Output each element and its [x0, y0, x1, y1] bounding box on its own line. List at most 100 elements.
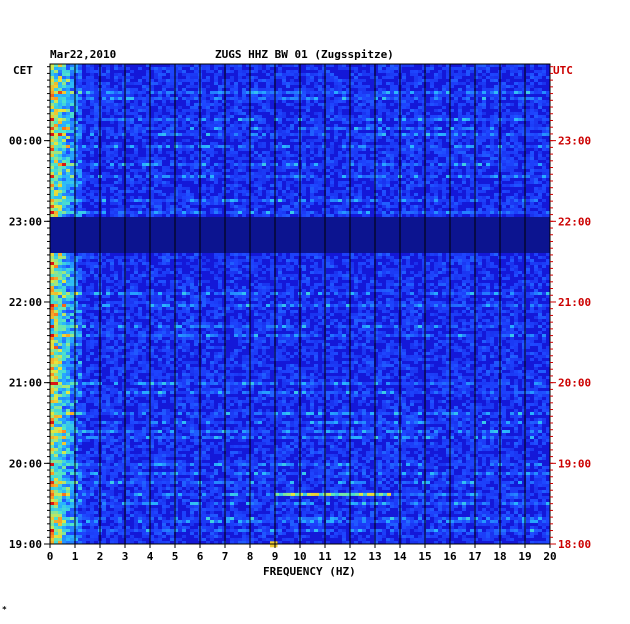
spectrogram-cell — [202, 79, 206, 82]
spectrogram-cell — [122, 94, 126, 97]
spectrogram-cell — [74, 136, 78, 139]
spectrogram-cell — [106, 286, 110, 289]
spectrogram-cell — [434, 214, 438, 217]
spectrogram-cell — [542, 277, 546, 280]
spectrogram-cell — [126, 79, 130, 82]
spectrogram-cell — [466, 253, 470, 256]
spectrogram-cell — [394, 271, 398, 274]
spectrogram-cell — [538, 286, 542, 289]
spectrogram-cell — [366, 283, 370, 286]
spectrogram-cell — [366, 202, 370, 205]
spectrogram-cell — [530, 91, 534, 94]
spectrogram-cell — [138, 136, 142, 139]
spectrogram-cell — [154, 157, 158, 160]
spectrogram-cell — [466, 127, 470, 130]
spectrogram-cell — [314, 85, 318, 88]
spectrogram-cell — [270, 112, 274, 115]
spectrogram-cell — [102, 175, 106, 178]
spectrogram-cell — [54, 124, 58, 127]
spectrogram-cell — [170, 121, 174, 124]
spectrogram-cell — [530, 280, 534, 283]
spectrogram-cell — [326, 160, 330, 163]
spectrogram-cell — [234, 91, 238, 94]
spectrogram-cell — [462, 91, 466, 94]
spectrogram-cell — [210, 202, 214, 205]
spectrogram-cell — [194, 64, 198, 67]
spectrogram-cell — [518, 181, 522, 184]
spectrogram-cell — [450, 109, 454, 112]
spectrogram-cell — [438, 151, 442, 154]
spectrogram-cell — [86, 274, 90, 277]
spectrogram-cell — [158, 97, 162, 100]
spectrogram-cell — [538, 106, 542, 109]
spectrogram-cell — [314, 211, 318, 214]
spectrogram-cell — [538, 100, 542, 103]
spectrogram-cell — [402, 268, 406, 271]
spectrogram-cell — [478, 259, 482, 262]
spectrogram-cell — [462, 256, 466, 259]
spectrogram-cell — [458, 214, 462, 217]
spectrogram-cell — [70, 253, 74, 256]
spectrogram-cell — [66, 169, 70, 172]
spectrogram-cell — [58, 211, 62, 214]
spectrogram-cell — [134, 172, 138, 175]
spectrogram-cell — [150, 211, 154, 214]
spectrogram-cell — [146, 280, 150, 283]
spectrogram-cell — [466, 163, 470, 166]
spectrogram-cell — [446, 130, 450, 133]
spectrogram-cell — [286, 286, 290, 289]
spectrogram-cell — [278, 73, 282, 76]
spectrogram-cell — [502, 283, 506, 286]
spectrogram-cell — [130, 211, 134, 214]
spectrogram-cell — [386, 154, 390, 157]
spectrogram-cell — [406, 187, 410, 190]
spectrogram-cell — [182, 253, 186, 256]
spectrogram-cell — [442, 283, 446, 286]
spectrogram-cell — [402, 91, 406, 94]
spectrogram-cell — [58, 268, 62, 271]
spectrogram-cell — [106, 259, 110, 262]
spectrogram-cell — [182, 196, 186, 199]
spectrogram-cell — [66, 133, 70, 136]
spectrogram-cell — [262, 127, 266, 130]
spectrogram-cell — [542, 175, 546, 178]
spectrogram-cell — [358, 184, 362, 187]
spectrogram-cell — [482, 268, 486, 271]
spectrogram-cell — [110, 190, 114, 193]
spectrogram-cell — [254, 82, 258, 85]
spectrogram-cell — [154, 181, 158, 184]
spectrogram-cell — [246, 163, 250, 166]
spectrogram-cell — [254, 139, 258, 142]
spectrogram-cell — [530, 202, 534, 205]
spectrogram-cell — [174, 112, 178, 115]
spectrogram-cell — [370, 163, 374, 166]
spectrogram-cell — [78, 157, 82, 160]
spectrogram-cell — [442, 205, 446, 208]
spectrogram-cell — [50, 199, 54, 202]
spectrogram-cell — [318, 136, 322, 139]
spectrogram-cell — [66, 283, 70, 286]
spectrogram-cell — [254, 211, 258, 214]
spectrogram-cell — [138, 82, 142, 85]
spectrogram-cell — [166, 70, 170, 73]
spectrogram-cell — [402, 160, 406, 163]
spectrogram-cell — [386, 283, 390, 286]
spectrogram-cell — [526, 283, 530, 286]
spectrogram-cell — [318, 178, 322, 181]
spectrogram-cell — [390, 166, 394, 169]
spectrogram-cell — [106, 166, 110, 169]
spectrogram-cell — [366, 136, 370, 139]
spectrogram-cell — [62, 265, 66, 268]
spectrogram-cell — [262, 94, 266, 97]
spectrogram-cell — [114, 73, 118, 76]
spectrogram-cell — [486, 154, 490, 157]
spectrogram-cell — [426, 181, 430, 184]
spectrogram-cell — [374, 127, 378, 130]
spectrogram-cell — [422, 277, 426, 280]
spectrogram-cell — [450, 103, 454, 106]
spectrogram-cell — [114, 283, 118, 286]
spectrogram-cell — [178, 163, 182, 166]
spectrogram-cell — [230, 187, 234, 190]
spectrogram-cell — [150, 190, 154, 193]
spectrogram-cell — [90, 163, 94, 166]
